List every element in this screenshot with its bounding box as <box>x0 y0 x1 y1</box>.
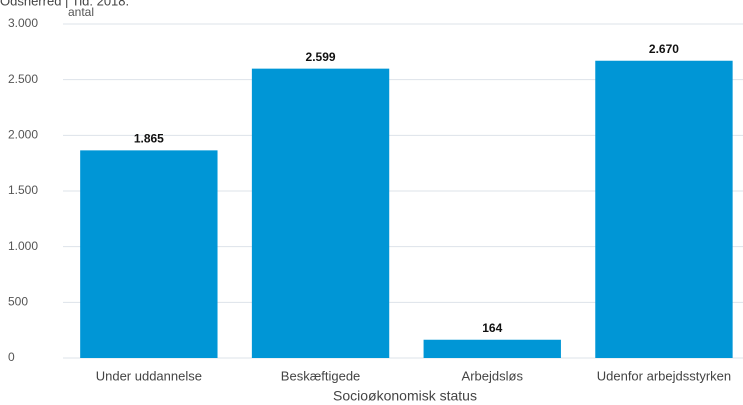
x-tick-label: Udenfor arbejdsstyrken <box>597 368 731 383</box>
bar <box>251 68 390 359</box>
y-tick-label: 1.500 <box>8 183 38 197</box>
y-tick-label: 500 <box>8 295 28 309</box>
y-tick-label: 2.000 <box>8 128 38 142</box>
y-tick-label: 1.000 <box>8 239 38 253</box>
bar <box>80 150 218 358</box>
x-axis-label: Socioøkonomisk status <box>333 388 477 404</box>
chart-title: Odsherred | Tid: 2018. <box>0 0 129 8</box>
value-label: 1.865 <box>134 132 164 146</box>
y-axis-label: antal <box>68 5 94 19</box>
value-label: 2.670 <box>649 42 679 56</box>
y-tick-label: 3.000 <box>8 16 38 30</box>
bar <box>595 60 733 359</box>
value-label: 164 <box>482 321 502 335</box>
y-tick-label: 0 <box>8 350 15 364</box>
x-tick-label: Arbejdsløs <box>462 368 524 383</box>
value-label: 2.599 <box>306 50 336 64</box>
x-tick-label: Under uddannelse <box>96 368 202 383</box>
bar <box>423 339 561 358</box>
x-tick-label: Beskæftigede <box>281 368 361 383</box>
y-tick-label: 2.500 <box>8 72 38 86</box>
